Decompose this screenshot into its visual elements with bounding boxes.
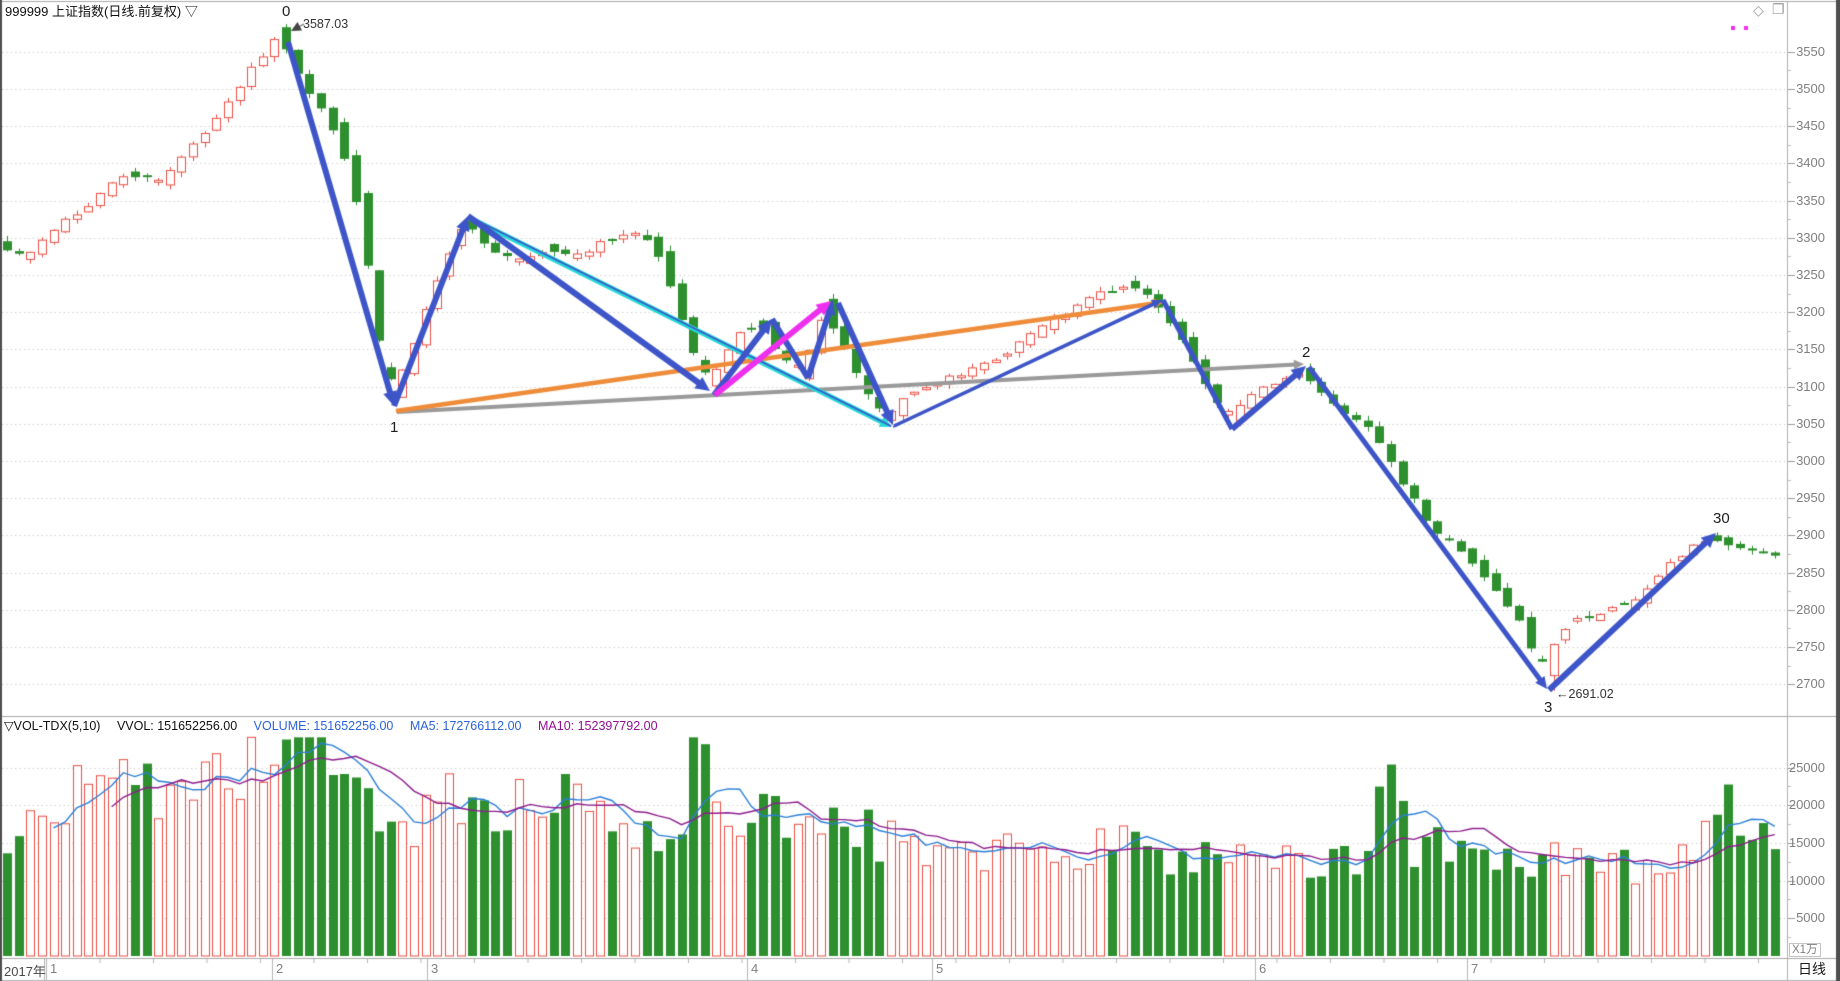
price-tick-label: 3350 (1796, 192, 1825, 208)
low-price-label: ←2691.02 (1556, 687, 1614, 701)
wave-point-label-3: 3 (1544, 699, 1553, 716)
volume-unit-label: X1万 (1789, 943, 1821, 957)
month-label: 2 (276, 961, 284, 976)
volume-indicator-label[interactable]: ▽VOL-TDX(5,10) (4, 719, 101, 733)
price-tick-label: 3550 (1796, 43, 1825, 59)
price-tick-label: 2700 (1796, 676, 1825, 692)
price-tick-label: 3300 (1796, 229, 1825, 245)
price-tick-label: 3250 (1796, 266, 1825, 282)
volume-tick-label: 15000 (1788, 834, 1825, 850)
price-tick-label: 2850 (1796, 564, 1825, 580)
wave-point-label-1: 1 (390, 419, 399, 436)
price-tick-label: 2800 (1796, 601, 1825, 617)
year-label: 2017年 (4, 964, 46, 979)
price-tick-label: 3150 (1796, 341, 1825, 357)
chart-title[interactable]: 999999 上证指数(日线.前复权) ▽ (5, 4, 198, 19)
price-tick-label: 2750 (1796, 638, 1825, 654)
volume-tick-label: 25000 (1788, 759, 1825, 775)
volume-axis[interactable]: 25000 20000 15000 10000 5000 (1787, 0, 1834, 981)
price-tick-label: 3050 (1796, 415, 1825, 431)
price-tick-label: 3450 (1796, 118, 1825, 134)
wave-point-label-2: 2 (1302, 344, 1311, 361)
month-label: 5 (936, 961, 944, 976)
price-axis[interactable]: 3550 3500 3450 3400 3350 3300 3250 3200 3150 3100… (1787, 0, 1834, 981)
diamond-icon[interactable]: ◇ (1753, 2, 1764, 18)
ma10-value: MA10: 152397792.00 (538, 719, 658, 733)
price-tick-label: 3500 (1796, 80, 1825, 96)
volume-indicator-header: ▽VOL-TDX(5,10) VVOL: 151652256.00 VOLUME… (4, 718, 671, 733)
high-price-label: 3587.03 (303, 17, 349, 31)
period-selector[interactable]: 日线 (1798, 961, 1826, 977)
price-tick-label: 3400 (1796, 155, 1825, 171)
ma5-value: MA5: 172766112.00 (409, 719, 522, 733)
vvol-value: VVOL: 151652256.00 (116, 719, 238, 733)
price-tick-label: 3000 (1796, 452, 1825, 468)
price-tick-label: 2900 (1796, 527, 1825, 543)
month-label: 3 (431, 961, 439, 976)
month-label: 4 (751, 961, 759, 976)
price-tick-label: 2950 (1796, 490, 1825, 506)
wave-point-label-0: 0 (282, 3, 291, 20)
volume-tick-label: 10000 (1788, 872, 1825, 888)
cascade-windows-icon[interactable]: ❐ (1772, 1, 1785, 17)
month-label: 6 (1259, 961, 1267, 976)
volume-value: VOLUME: 151652256.00 (253, 719, 394, 733)
month-label: 7 (1471, 961, 1479, 976)
month-label: 1 (50, 961, 58, 976)
price-tick-label: 3200 (1796, 304, 1825, 320)
volume-tick-label: 20000 (1788, 797, 1825, 813)
volume-tick-label: 5000 (1796, 910, 1825, 926)
wave-point-label-30: 30 (1713, 510, 1730, 527)
price-tick-label: 3100 (1796, 378, 1825, 394)
